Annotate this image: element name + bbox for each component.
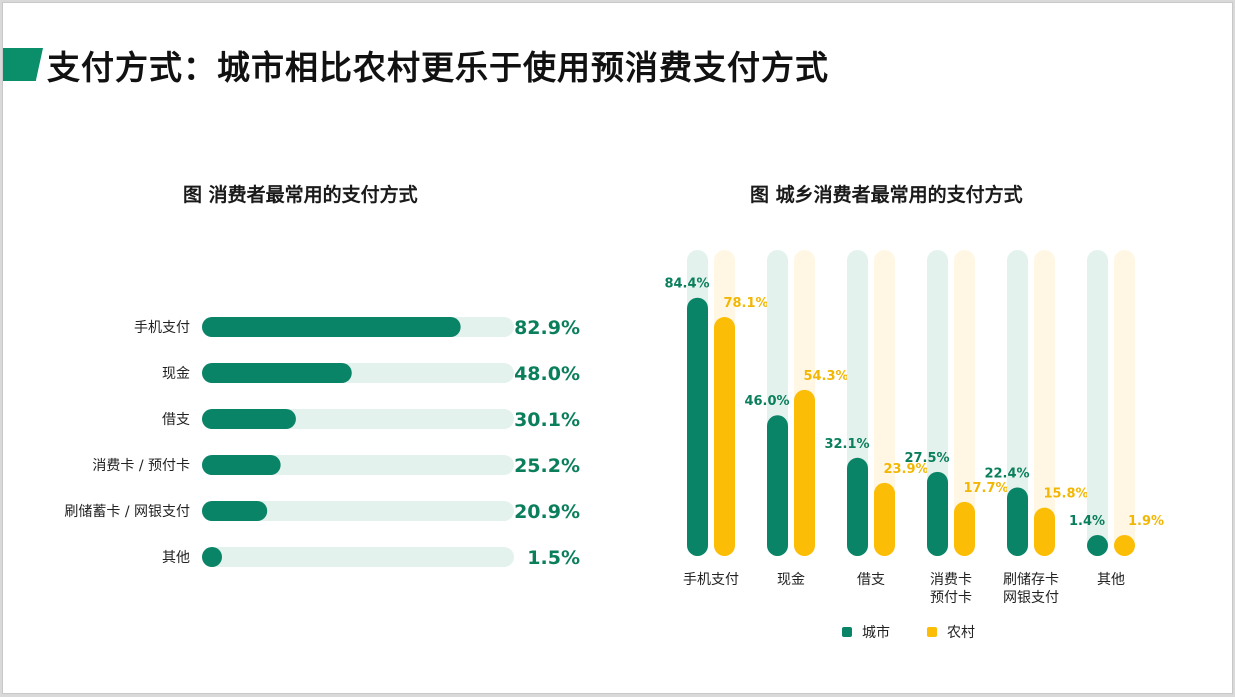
bar bbox=[847, 457, 868, 556]
bar bbox=[1087, 535, 1108, 556]
legend-rural-label: 农村 bbox=[947, 625, 975, 641]
bar-track bbox=[202, 501, 514, 521]
title-accent-mark bbox=[3, 48, 43, 81]
legend-city: 城市 bbox=[842, 622, 890, 642]
bar bbox=[202, 547, 222, 567]
bar bbox=[687, 297, 708, 556]
data-label: 48.0% bbox=[514, 363, 580, 385]
data-label: 17.7% bbox=[963, 481, 1008, 496]
bar bbox=[767, 415, 788, 556]
category-label: 刷储存卡 bbox=[1003, 572, 1059, 588]
right-chart-title: 图 城乡消费者最常用的支付方式 bbox=[750, 184, 1023, 206]
bar bbox=[954, 501, 975, 556]
data-label: 27.5% bbox=[904, 451, 949, 466]
data-label: 15.8% bbox=[1043, 487, 1088, 502]
category-label: 预付卡 bbox=[930, 590, 972, 606]
category-label: 消费卡 / 预付卡 bbox=[92, 458, 190, 474]
bar bbox=[1007, 487, 1028, 556]
bar-track bbox=[202, 547, 514, 567]
data-label: 30.1% bbox=[514, 409, 580, 431]
bar bbox=[714, 317, 735, 556]
data-label: 1.5% bbox=[527, 547, 580, 569]
data-label: 46.0% bbox=[744, 394, 789, 409]
bar-track bbox=[874, 250, 895, 556]
category-label: 现金 bbox=[162, 366, 190, 382]
legend-rural: 农村 bbox=[927, 622, 975, 642]
bar bbox=[794, 389, 815, 556]
bar bbox=[202, 501, 268, 521]
category-label: 现金 bbox=[777, 572, 805, 588]
category-label: 消费卡 bbox=[930, 572, 972, 588]
data-label: 23.9% bbox=[883, 462, 928, 477]
bar bbox=[874, 482, 895, 556]
bar bbox=[202, 317, 461, 337]
left-chart-title: 图 消费者最常用的支付方式 bbox=[183, 184, 418, 206]
category-label: 借支 bbox=[857, 572, 885, 588]
data-label: 22.4% bbox=[984, 466, 1029, 481]
category-label: 网银支付 bbox=[1003, 590, 1059, 606]
data-label: 84.4% bbox=[664, 277, 709, 292]
legend-rural-swatch bbox=[927, 627, 937, 637]
data-label: 20.9% bbox=[514, 501, 580, 523]
category-label: 其他 bbox=[1097, 572, 1125, 588]
legend-city-label: 城市 bbox=[862, 625, 890, 641]
bar-track bbox=[954, 250, 975, 556]
bar-track bbox=[202, 455, 514, 475]
bar-track bbox=[1034, 250, 1055, 556]
bar-track bbox=[1007, 250, 1028, 556]
data-label: 1.4% bbox=[1069, 514, 1105, 529]
data-label: 25.2% bbox=[514, 455, 580, 477]
bar bbox=[1034, 507, 1055, 556]
bar-track bbox=[1087, 250, 1108, 556]
data-label: 78.1% bbox=[723, 296, 768, 311]
bar-track bbox=[1114, 250, 1135, 556]
category-label: 借支 bbox=[162, 412, 190, 428]
legend-city-swatch bbox=[842, 627, 852, 637]
bar bbox=[927, 471, 948, 556]
bar bbox=[1114, 535, 1135, 556]
data-label: 32.1% bbox=[824, 437, 869, 452]
page-title: 支付方式：城市相比农村更乐于使用预消费支付方式 bbox=[47, 48, 829, 87]
category-label: 刷储蓄卡 / 网银支付 bbox=[64, 504, 190, 520]
data-label: 82.9% bbox=[514, 317, 580, 339]
bar bbox=[202, 409, 296, 429]
bar bbox=[202, 455, 281, 475]
category-label: 手机支付 bbox=[134, 320, 190, 336]
data-label: 1.9% bbox=[1128, 514, 1164, 529]
bar bbox=[202, 363, 352, 383]
category-label: 其他 bbox=[162, 550, 190, 566]
data-label: 54.3% bbox=[803, 369, 848, 384]
category-label: 手机支付 bbox=[683, 572, 739, 588]
